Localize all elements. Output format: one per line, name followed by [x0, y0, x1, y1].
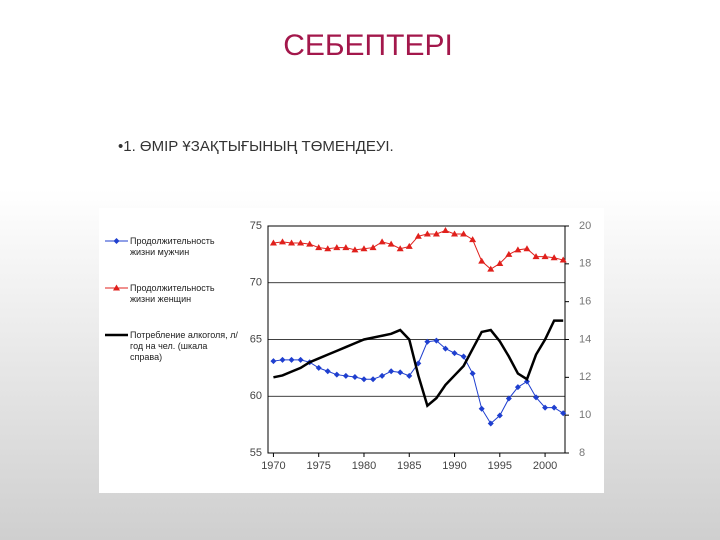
point: [270, 358, 277, 365]
chart-area: [99, 208, 604, 493]
point: [324, 245, 332, 252]
point: [442, 345, 449, 352]
point: [542, 404, 549, 411]
point: [478, 405, 485, 412]
point: [369, 244, 377, 251]
point: [288, 356, 295, 363]
point: [487, 420, 494, 427]
point: [333, 371, 340, 378]
point: [360, 245, 368, 252]
y-tick-label: 55: [250, 447, 262, 459]
point: [396, 245, 404, 252]
point: [370, 376, 377, 383]
x-tick-label: 2000: [533, 460, 557, 472]
point: [541, 253, 549, 260]
point: [351, 373, 358, 380]
point: [533, 394, 540, 401]
point: [560, 410, 567, 417]
y-tick-label: 70: [250, 277, 262, 289]
point: [406, 372, 413, 379]
point: [387, 240, 395, 247]
point: [551, 404, 558, 411]
point: [297, 239, 305, 246]
point: [496, 412, 503, 419]
point: [288, 239, 296, 246]
point: [469, 370, 476, 377]
series-line: [273, 319, 564, 408]
y2-tick-label: 18: [579, 258, 591, 270]
point: [523, 378, 530, 385]
bullet: •1. ӨМІР ҰЗАҚТЫҒЫНЫҢ ТӨМЕНДЕУІ.: [118, 138, 394, 155]
legend-label: Продолжительность жизни мужчин: [130, 236, 215, 257]
point: [478, 257, 486, 264]
point: [433, 337, 440, 344]
point: [451, 350, 458, 357]
y2-tick-label: 10: [579, 409, 591, 421]
point: [469, 236, 477, 243]
y-tick-label: 60: [250, 390, 262, 402]
point: [414, 232, 422, 239]
point: [278, 238, 286, 245]
point: [514, 246, 522, 253]
point: [342, 244, 350, 251]
point: [441, 227, 449, 234]
point: [378, 238, 386, 245]
x-tick-label: 1970: [261, 460, 285, 472]
point: [532, 253, 540, 260]
point: [405, 242, 413, 249]
y2-tick-label: 16: [579, 296, 591, 308]
slide-title: СЕБЕПТЕРІ: [283, 29, 453, 62]
point: [424, 338, 431, 345]
point: [279, 356, 286, 363]
point: [460, 230, 468, 237]
y2-tick-label: 8: [579, 447, 585, 459]
y2-tick-label: 20: [579, 220, 591, 232]
point: [523, 245, 531, 252]
y-tick-label: 75: [250, 220, 262, 232]
legend-marker: [113, 238, 120, 244]
point: [432, 230, 440, 237]
point: [423, 230, 431, 237]
y2-tick-label: 14: [579, 333, 591, 345]
x-tick-label: 1985: [397, 460, 421, 472]
point: [306, 240, 314, 247]
point: [342, 372, 349, 379]
point: [360, 376, 367, 383]
x-tick-label: 1980: [352, 460, 376, 472]
point: [550, 254, 558, 261]
point: [514, 384, 521, 391]
point: [496, 259, 504, 266]
point: [315, 244, 323, 251]
y2-tick-label: 12: [579, 371, 591, 383]
point: [351, 246, 359, 253]
legend-label: Продолжительность жизни женщин: [130, 283, 215, 304]
legend-marker: [113, 284, 120, 291]
x-tick-label: 1990: [442, 460, 466, 472]
point: [487, 265, 495, 272]
point: [297, 356, 304, 363]
legend-label: Потребление алкоголя, л/год на чел. (шка…: [130, 330, 238, 362]
point: [460, 353, 467, 360]
point: [559, 256, 567, 263]
point: [333, 244, 341, 251]
point: [324, 368, 331, 375]
point: [379, 372, 386, 379]
point: [505, 395, 512, 402]
point: [315, 364, 322, 371]
point: [397, 369, 404, 376]
x-tick-label: 1995: [488, 460, 512, 472]
x-tick-label: 1975: [306, 460, 330, 472]
y-tick-label: 65: [250, 333, 262, 345]
point: [388, 368, 395, 375]
point: [451, 230, 459, 237]
point: [269, 239, 277, 246]
point: [505, 250, 513, 257]
